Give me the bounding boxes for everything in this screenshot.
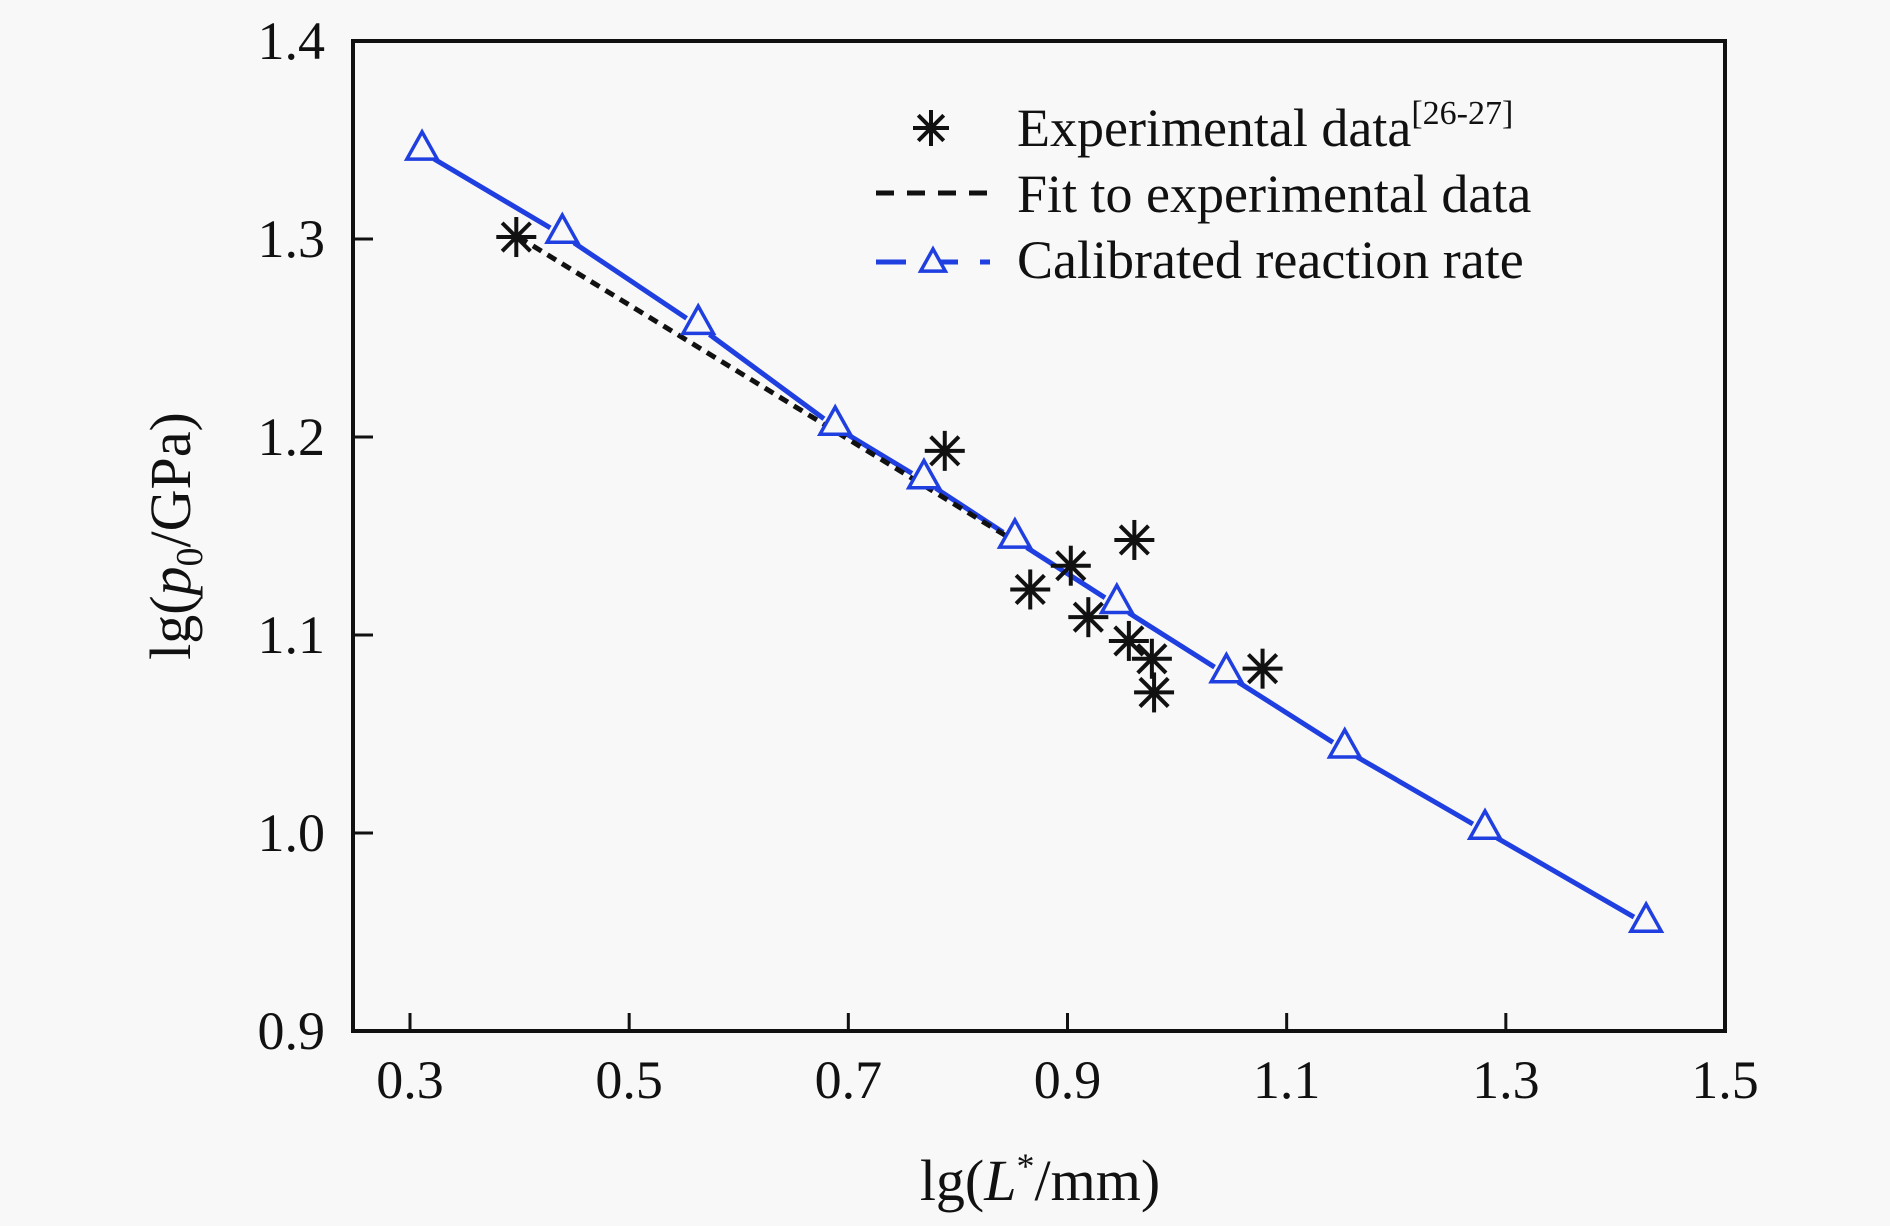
calibrated-point [1627, 900, 1665, 934]
calibrated-line-segment [572, 240, 688, 321]
y-axis-title: lg(p0/GPa) [138, 412, 211, 660]
experimental-point [1134, 672, 1175, 713]
calibrated-line-segment [934, 486, 1005, 535]
x-tick-label: 0.7 [815, 1050, 883, 1110]
calibrated-point [1208, 651, 1245, 684]
legend-asterisk-shape [913, 110, 949, 146]
legend: Experimental data[26-27] Fit to experime… [876, 95, 1531, 290]
y-tick-label: 1.2 [258, 407, 326, 467]
x-tick-label: 0.3 [376, 1050, 444, 1110]
experimental-point [1131, 638, 1172, 679]
y-tick-label: 1.3 [258, 209, 326, 269]
experimental-point [1114, 519, 1155, 560]
series-layer [403, 128, 1665, 934]
calibrated-line-segment [1127, 610, 1216, 670]
legend-triangle-shape [917, 245, 949, 273]
legend-asterisk-icon [913, 110, 949, 146]
calibrated-point [680, 302, 717, 336]
x-axis-ticks: 0.3 0.5 0.7 0.9 1.1 1.3 1.5 [376, 1013, 1759, 1110]
experimental-point [496, 217, 537, 258]
experimental-point [1242, 648, 1283, 689]
calibrated-point [817, 403, 854, 437]
calibrated-point [544, 211, 581, 244]
x-axis-title: lg(L*/mm) [920, 1146, 1160, 1213]
x-tick-label: 1.5 [1691, 1050, 1759, 1110]
x-tick-label: 1.3 [1472, 1050, 1540, 1110]
calibrated-line-segment [1355, 754, 1475, 827]
calibrated-point [996, 516, 1034, 549]
experimental-point [1068, 597, 1109, 638]
legend-label-calibrated: Calibrated reaction rate [1017, 230, 1524, 290]
calibrated-point [1466, 807, 1504, 840]
experimental-point [1050, 545, 1091, 586]
legend-label-experimental: Experimental data[26-27] [1017, 95, 1513, 158]
calibrated-line-segment [707, 332, 826, 421]
y-axis-ticks: 0.9 1.0 1.1 1.2 1.3 1.4 [258, 11, 373, 1061]
x-tick-label: 1.1 [1253, 1050, 1321, 1110]
calibrated-point [1326, 726, 1363, 759]
legend-label-fit: Fit to experimental data [1017, 164, 1531, 224]
experimental-point [1010, 569, 1051, 610]
calibrated-line-segment [1236, 680, 1335, 745]
experimental-point [924, 430, 965, 471]
experimental-point [1108, 620, 1149, 661]
calibrated-point [1098, 581, 1135, 615]
calibrated-line-segment [1495, 835, 1636, 920]
plot-frame [351, 39, 1727, 1033]
x-tick-label: 0.5 [595, 1050, 663, 1110]
y-tick-label: 1.1 [258, 605, 326, 665]
x-tick-label: 0.9 [1034, 1050, 1102, 1110]
y-tick-label: 1.4 [258, 11, 326, 71]
y-tick-label: 1.0 [258, 803, 326, 863]
calibrated-line-segment [845, 432, 914, 476]
legend-triangle-icon [917, 245, 949, 273]
fit-line [517, 234, 1015, 543]
calibrated-point [403, 128, 441, 161]
y-tick-label: 0.9 [258, 1001, 326, 1061]
calibrated-line-segment [432, 156, 552, 231]
calibrated-point [905, 456, 943, 490]
